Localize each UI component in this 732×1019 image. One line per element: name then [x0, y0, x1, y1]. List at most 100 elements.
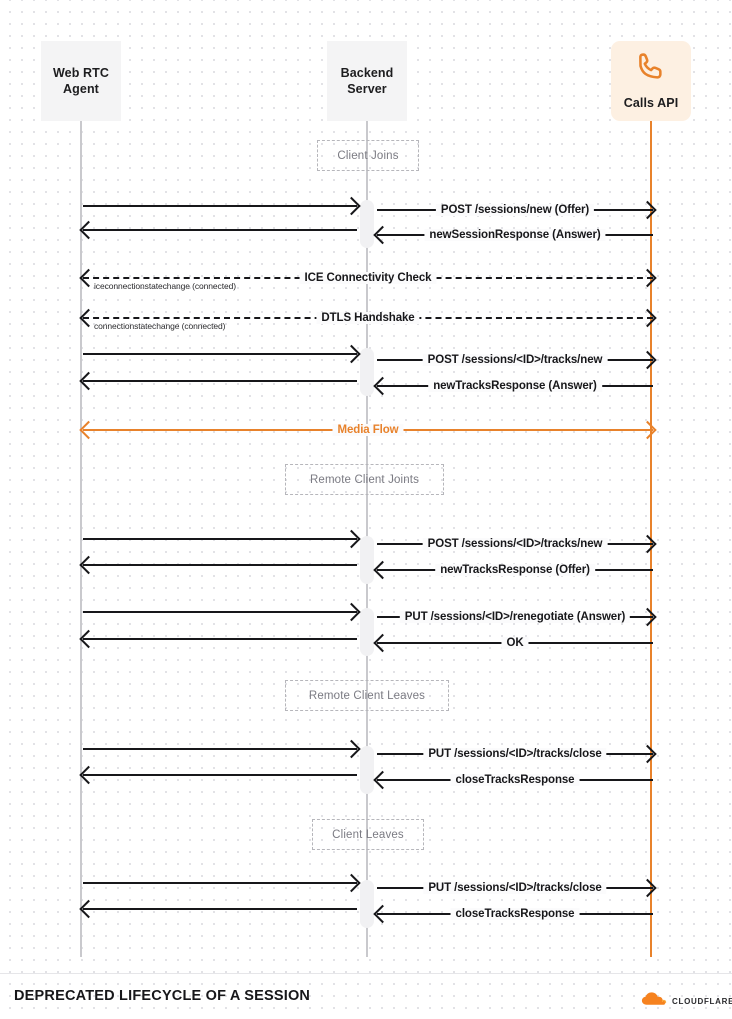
activation-bar	[360, 880, 374, 928]
message-m18	[79, 629, 357, 649]
message-label: OK	[501, 637, 529, 649]
activation-bar	[360, 200, 374, 248]
message-label: closeTracksResponse	[450, 774, 580, 786]
arrowhead-right-icon	[638, 534, 657, 554]
footer-title: DEPRECATED LIFECYCLE OF A SESSION	[14, 988, 311, 1004]
message-m10: newTracksResponse (Answer)	[373, 376, 653, 396]
message-m17: PUT /sessions/<ID>/renegotiate (Answer)	[377, 607, 657, 627]
arrowhead-left-icon	[373, 633, 392, 653]
message-label: newTracksResponse (Offer)	[435, 564, 595, 576]
arrowhead-left-icon	[79, 220, 98, 240]
message-label: newTracksResponse (Answer)	[428, 380, 602, 392]
arrowhead-right-icon	[638, 607, 657, 627]
arrowhead-right-icon	[342, 529, 361, 549]
arrowhead-right-icon	[638, 200, 657, 220]
message-m15: newTracksResponse (Offer)	[373, 560, 653, 580]
message-m19: OK	[373, 633, 653, 653]
message-label: POST /sessions/<ID>/tracks/new	[422, 538, 608, 550]
arrowhead-right-icon	[342, 873, 361, 893]
message-m7	[83, 344, 361, 364]
message-shaft	[83, 774, 357, 776]
message-shaft	[83, 538, 357, 540]
message-label: closeTracksResponse	[450, 908, 580, 920]
message-shaft	[83, 908, 357, 910]
message-m8: POST /sessions/<ID>/tracks/new	[377, 350, 657, 370]
activation-bar	[360, 746, 374, 794]
message-m5: ICE Connectivity Check	[79, 268, 657, 288]
arrowhead-right-icon	[342, 344, 361, 364]
message-shaft	[83, 229, 357, 231]
phone-icon	[634, 51, 668, 89]
arrowhead-right-icon	[638, 420, 657, 440]
arrowhead-right-icon	[638, 308, 657, 328]
arrowhead-left-icon	[373, 225, 392, 245]
message-label: PUT /sessions/<ID>/tracks/close	[423, 748, 607, 760]
message-shaft	[83, 564, 357, 566]
message-label: Media Flow	[332, 424, 404, 436]
message-m14	[79, 555, 357, 575]
message-label: POST /sessions/<ID>/tracks/new	[422, 354, 608, 366]
phase-label-client-joins: Client Joins	[317, 140, 419, 171]
message-m26	[79, 899, 357, 919]
lifeline-webrtc	[80, 121, 82, 957]
arrowhead-left-icon	[373, 376, 392, 396]
message-m20	[83, 739, 361, 759]
actor-box-calls: Calls API	[611, 41, 691, 121]
message-m6: DTLS Handshake	[79, 308, 657, 328]
message-note: connectionstatechange (connected)	[94, 321, 226, 331]
message-m2: POST /sessions/new (Offer)	[377, 200, 657, 220]
phase-text: Client Leaves	[332, 828, 404, 841]
arrowhead-left-icon	[373, 904, 392, 924]
actor-label-backend: Backend Server	[340, 66, 394, 96]
message-m1	[83, 196, 361, 216]
phase-label-remote-client-joins: Remote Client Joints	[285, 464, 444, 495]
actor-label-webrtc: Web RTC Agent	[52, 66, 110, 96]
message-note: iceconnectionstatechange (connected)	[94, 281, 236, 291]
message-m4: newSessionResponse (Answer)	[373, 225, 653, 245]
message-shaft	[83, 380, 357, 382]
message-label: newSessionResponse (Answer)	[424, 229, 606, 241]
message-m27: closeTracksResponse	[373, 904, 653, 924]
arrowhead-right-icon	[342, 602, 361, 622]
message-m25: PUT /sessions/<ID>/tracks/close	[377, 878, 657, 898]
cloud-icon	[641, 992, 667, 1011]
arrowhead-left-icon	[79, 899, 98, 919]
message-m16	[83, 602, 361, 622]
message-label: POST /sessions/new (Offer)	[435, 204, 595, 216]
message-shaft	[83, 205, 357, 207]
activation-bar	[360, 348, 374, 396]
arrowhead-left-icon	[79, 765, 98, 785]
actor-box-webrtc: Web RTC Agent	[41, 41, 121, 121]
arrowhead-right-icon	[342, 196, 361, 216]
cloudflare-logo: CLOUDFLARE	[641, 992, 732, 1011]
actor-box-backend: Backend Server	[327, 41, 407, 121]
message-label: ICE Connectivity Check	[299, 272, 437, 284]
message-m12	[83, 529, 361, 549]
message-m3	[79, 220, 357, 240]
phase-label-client-leaves: Client Leaves	[312, 819, 424, 850]
message-shaft	[83, 638, 357, 640]
message-shaft	[83, 748, 357, 750]
phase-text: Remote Client Joints	[309, 473, 420, 486]
phase-label-remote-client-leaves: Remote Client Leaves	[285, 680, 449, 711]
cloudflare-wordmark: CLOUDFLARE	[672, 997, 732, 1006]
arrowhead-right-icon	[638, 268, 657, 288]
message-label: DTLS Handshake	[316, 312, 420, 324]
message-m11: Media Flow	[79, 420, 657, 440]
message-m13: POST /sessions/<ID>/tracks/new	[377, 534, 657, 554]
actor-label-calls: Calls API	[623, 96, 679, 110]
arrowhead-left-icon	[373, 560, 392, 580]
arrowhead-right-icon	[638, 350, 657, 370]
arrowhead-right-icon	[638, 744, 657, 764]
message-m21: PUT /sessions/<ID>/tracks/close	[377, 744, 657, 764]
message-shaft	[83, 611, 357, 613]
message-m23: closeTracksResponse	[373, 770, 653, 790]
arrowhead-left-icon	[373, 770, 392, 790]
arrowhead-right-icon	[342, 739, 361, 759]
phase-text: Client Joins	[337, 149, 399, 162]
message-m22	[79, 765, 357, 785]
message-shaft	[83, 353, 357, 355]
message-label: PUT /sessions/<ID>/renegotiate (Answer)	[399, 611, 631, 623]
arrowhead-left-icon	[79, 420, 98, 440]
